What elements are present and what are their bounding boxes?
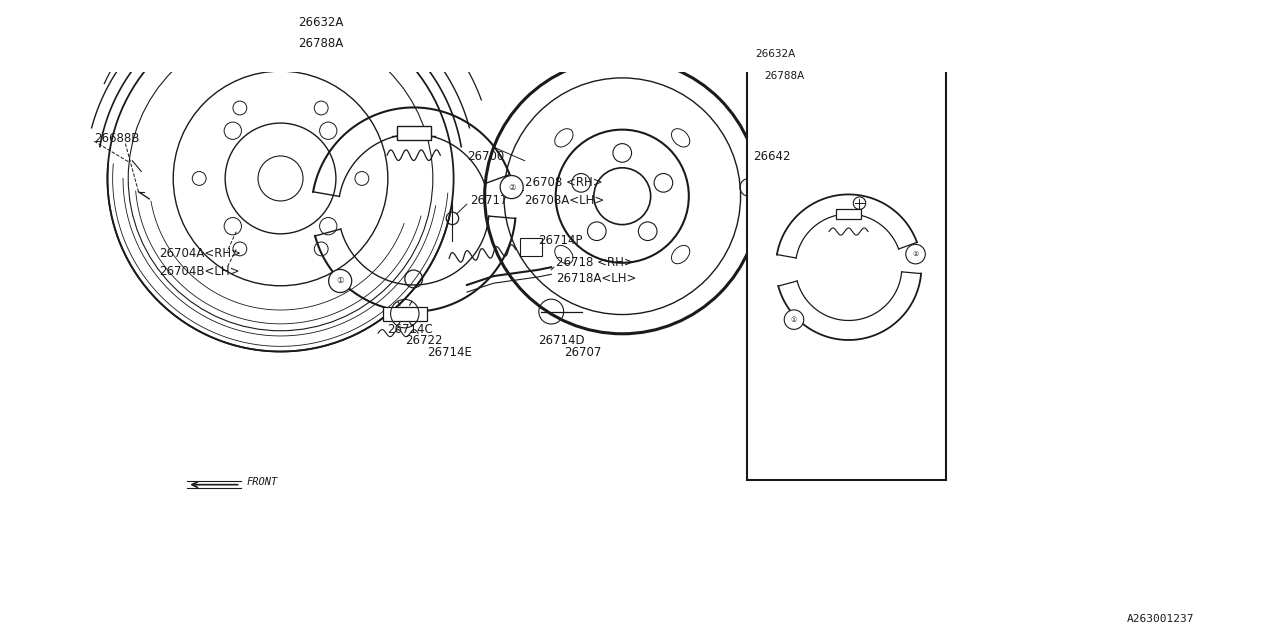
Bar: [383, 307, 428, 321]
Text: FRONT: FRONT: [247, 477, 278, 487]
Text: 26722: 26722: [404, 333, 443, 347]
Bar: [836, 209, 861, 220]
Text: 26632A: 26632A: [298, 16, 343, 29]
Text: 26714D: 26714D: [538, 333, 585, 347]
Text: 26700: 26700: [467, 150, 504, 163]
Text: 26707: 26707: [564, 346, 602, 359]
Circle shape: [500, 175, 524, 198]
Bar: [771, 177, 791, 198]
Text: ②: ②: [508, 182, 516, 191]
Text: 26632A: 26632A: [755, 49, 796, 59]
Text: 26718 <RH>: 26718 <RH>: [556, 256, 634, 269]
Text: 26708 <RH>: 26708 <RH>: [525, 177, 602, 189]
Text: 26694: 26694: [755, 0, 792, 3]
Bar: [746, 19, 946, 480]
Text: 26642: 26642: [753, 150, 791, 163]
Text: 26714E: 26714E: [428, 346, 472, 359]
Text: ②: ②: [913, 251, 919, 257]
Text: 26718A<LH>: 26718A<LH>: [556, 272, 636, 285]
Text: A263001237: A263001237: [1128, 614, 1194, 624]
Circle shape: [785, 310, 804, 330]
Text: 26708A<LH>: 26708A<LH>: [525, 194, 605, 207]
Text: ①: ①: [791, 317, 797, 323]
Text: 26714C: 26714C: [387, 323, 433, 337]
Bar: [397, 126, 430, 140]
Circle shape: [329, 269, 352, 292]
Text: 26717: 26717: [470, 194, 507, 207]
Text: 26788A: 26788A: [298, 37, 343, 50]
Text: ①: ①: [337, 276, 344, 285]
Text: 26704B<LH>: 26704B<LH>: [159, 265, 239, 278]
Text: 26688B: 26688B: [95, 132, 140, 145]
Text: 26714P: 26714P: [538, 234, 582, 247]
Text: 26704A<RH>: 26704A<RH>: [159, 248, 241, 260]
Text: 26788A: 26788A: [764, 72, 805, 81]
Circle shape: [906, 244, 925, 264]
Bar: [520, 238, 543, 255]
